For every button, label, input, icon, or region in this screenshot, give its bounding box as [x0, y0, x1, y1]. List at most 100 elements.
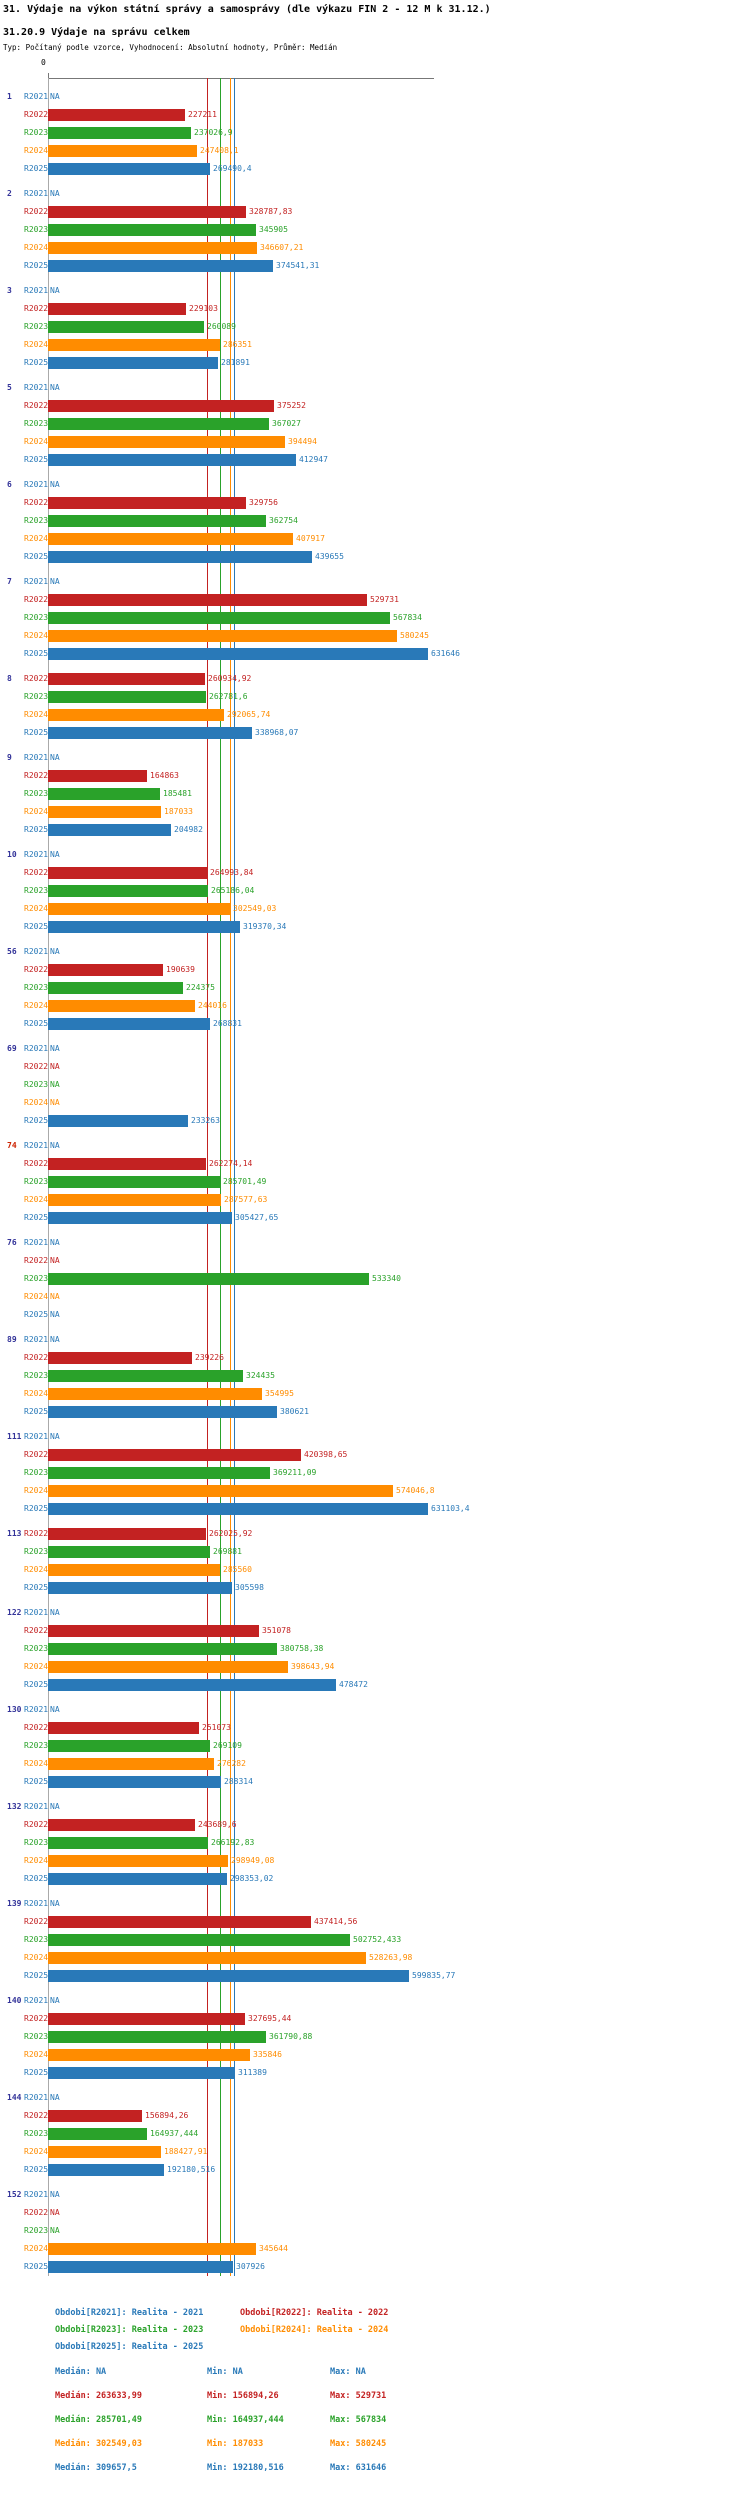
year-label-r2022: R2022	[24, 1626, 49, 1635]
bar-89-r2022	[48, 1352, 192, 1364]
year-label-r2023: R2023	[24, 1371, 49, 1380]
value-label: 502752,433	[353, 1935, 402, 1944]
year-label-r2024: R2024	[24, 710, 49, 719]
year-label-r2023: R2023	[24, 1838, 49, 1847]
value-label-na: NA	[50, 1256, 60, 1265]
chart-row-1-r2025: R2025 269490,4	[0, 160, 750, 178]
value-label: 375252	[277, 401, 306, 410]
year-label-r2021: R2021	[24, 577, 49, 586]
value-label: 407917	[296, 534, 325, 543]
chart-row-144-r2021: 144 R2021 NA	[0, 2089, 750, 2107]
bar-7-r2023	[48, 612, 390, 624]
bar-8-r2024	[48, 709, 224, 721]
year-label-r2024: R2024	[24, 1292, 49, 1301]
value-label: 188427,91	[164, 2147, 208, 2156]
group-label-130: 130	[7, 1705, 22, 1714]
value-label-na: NA	[50, 480, 60, 489]
bar-5-r2025	[48, 454, 296, 466]
x-axis-origin-tick	[48, 73, 49, 78]
chart-row-5-r2024: R2024 394494	[0, 433, 750, 451]
year-label-r2025: R2025	[24, 358, 49, 367]
group-label-6: 6	[7, 480, 12, 489]
bar-140-r2022	[48, 2013, 245, 2025]
chart-row-3-r2022: R2022 229103	[0, 300, 750, 318]
value-label-na: NA	[50, 1335, 60, 1344]
value-label: 328787,83	[249, 207, 293, 216]
value-label-na: NA	[50, 92, 60, 101]
chart-row-111-r2021: 111 R2021 NA	[0, 1428, 750, 1446]
bar-6-r2022	[48, 497, 246, 509]
bar-7-r2025	[48, 648, 428, 660]
bar-56-r2023	[48, 982, 183, 994]
value-label: 164863	[150, 771, 179, 780]
group-label-132: 132	[7, 1802, 22, 1811]
median-line-r2025	[234, 78, 235, 2276]
legend-item-r2024: Obdobi[R2024]: Realita - 2024	[240, 2325, 389, 2335]
group-label-76: 76	[7, 1238, 17, 1247]
bar-122-r2022	[48, 1625, 259, 1637]
value-label: 354995	[265, 1389, 294, 1398]
evaluation-meta: Typ: Počítaný podle vzorce, Vyhodnocení:…	[3, 43, 338, 52]
chart-row-7-r2021: 7 R2021 NA	[0, 573, 750, 591]
stat-min-r2021: Min: NA	[207, 2367, 243, 2377]
year-label-r2023: R2023	[24, 2129, 49, 2138]
bar-144-r2023	[48, 2128, 147, 2140]
year-label-r2021: R2021	[24, 1899, 49, 1908]
value-label-na: NA	[50, 2093, 60, 2102]
bar-74-r2022	[48, 1158, 206, 1170]
year-label-r2025: R2025	[24, 1874, 49, 1883]
chart-row-6-r2022: R2022 329756	[0, 494, 750, 512]
chart-row-74-r2025: R2025 305427,65	[0, 1209, 750, 1227]
year-label-r2023: R2023	[24, 983, 49, 992]
chart-row-56-r2023: R2023 224375	[0, 979, 750, 997]
stats-row-r2024: Medián: 302549,03 Min: 187033 Max: 58024…	[0, 2438, 750, 2452]
bar-89-r2023	[48, 1370, 243, 1382]
chart-row-8-r2022: 8 R2022 260934,92	[0, 670, 750, 688]
value-label: 302549,03	[233, 904, 277, 913]
bar-130-r2022	[48, 1722, 199, 1734]
legend: Obdobi[R2021]: Realita - 2021 Obdobi[R20…	[0, 2308, 750, 2360]
value-label: 631646	[431, 649, 460, 658]
value-label: 281891	[221, 358, 250, 367]
year-label-r2024: R2024	[24, 1486, 49, 1495]
year-label-r2024: R2024	[24, 2050, 49, 2059]
chart-row-130-r2024: R2024 276282	[0, 1755, 750, 1773]
stats-row-r2022: Medián: 263633,99 Min: 156894,26 Max: 52…	[0, 2390, 750, 2404]
stat-max-r2025: Max: 631646	[330, 2463, 387, 2473]
bar-152-r2024	[48, 2243, 256, 2255]
chart-row-139-r2023: R2023 502752,433	[0, 1931, 750, 1949]
value-label: 528263,98	[369, 1953, 413, 1962]
chart-row-74-r2021: 74 R2021 NA	[0, 1137, 750, 1155]
bar-8-r2022	[48, 673, 205, 685]
bar-132-r2024	[48, 1855, 228, 1867]
value-label: 185481	[163, 789, 192, 798]
value-label: 533340	[372, 1274, 401, 1283]
year-label-r2021: R2021	[24, 1141, 49, 1150]
legend-item-r2021: Obdobi[R2021]: Realita - 2021	[55, 2308, 204, 2318]
stat-max-r2024: Max: 580245	[330, 2439, 387, 2449]
year-label-r2025: R2025	[24, 2262, 49, 2271]
bar-3-r2023	[48, 321, 204, 333]
year-label-r2025: R2025	[24, 649, 49, 658]
value-label: 345644	[259, 2244, 288, 2253]
bar-74-r2025	[48, 1212, 232, 1224]
value-label: 329756	[249, 498, 278, 507]
bar-113-r2024	[48, 1564, 220, 1576]
chart-row-139-r2025: R2025 599835,77	[0, 1967, 750, 1985]
stat-max-r2022: Max: 529731	[330, 2391, 387, 2401]
year-label-r2024: R2024	[24, 1565, 49, 1574]
year-label-r2021: R2021	[24, 947, 49, 956]
value-label-na: NA	[50, 1062, 60, 1071]
value-label: 269490,4	[213, 164, 252, 173]
value-label: 412947	[299, 455, 328, 464]
chart-row-1-r2022: R2022 227211	[0, 106, 750, 124]
chart-row-122-r2022: R2022 351078	[0, 1622, 750, 1640]
group-label-74: 74	[7, 1141, 17, 1150]
value-label: 361790,88	[269, 2032, 313, 2041]
year-label-r2023: R2023	[24, 692, 49, 701]
year-label-r2022: R2022	[24, 1820, 49, 1829]
bar-140-r2024	[48, 2049, 250, 2061]
year-label-r2023: R2023	[24, 128, 49, 137]
bar-122-r2025	[48, 1679, 336, 1691]
stats-summary: Medián: NA Min: NA Max: NA Medián: 26363…	[0, 2366, 750, 2486]
